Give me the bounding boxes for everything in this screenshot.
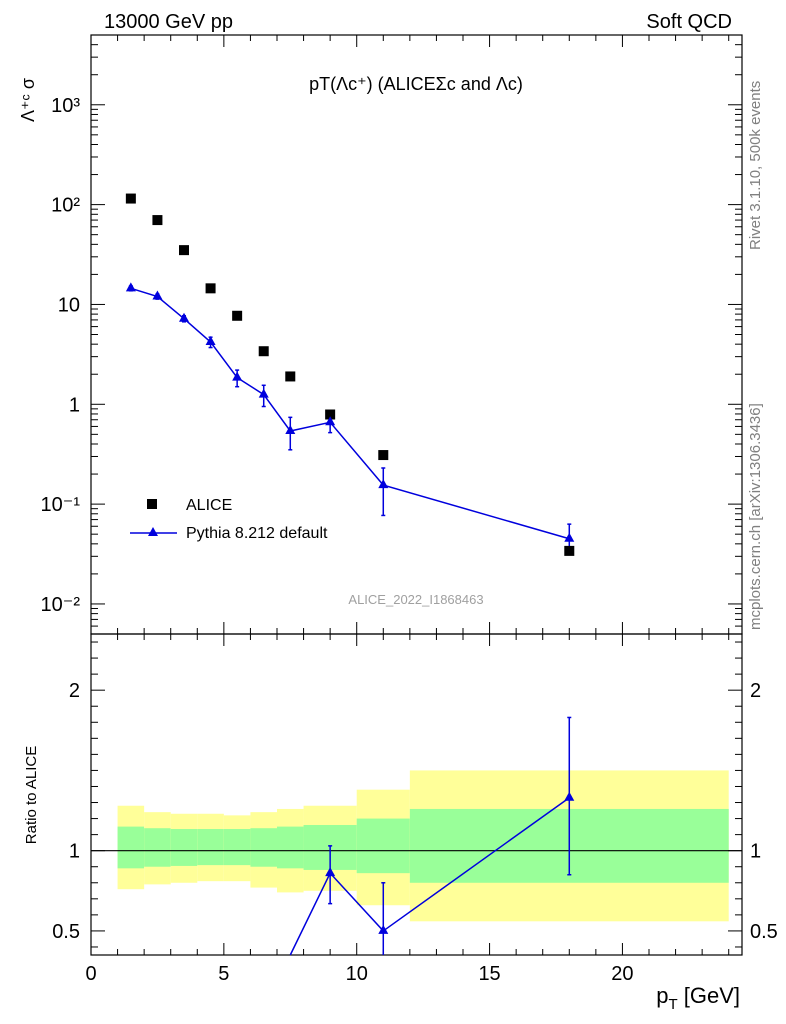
ratio-data-point	[564, 791, 575, 801]
x-tick-label: 5	[218, 963, 229, 985]
y-tick-label: 10³	[51, 95, 80, 117]
ratio-bands	[91, 770, 742, 922]
stat-uncertainty-band	[223, 829, 251, 866]
main-y-axis-label: Λ⁺ᶜ σ	[18, 78, 38, 122]
alice-data-point	[564, 545, 575, 556]
ratio-y-tick-label-right: 1	[750, 841, 761, 863]
alice-data-point	[232, 310, 243, 321]
alice-data-point	[285, 371, 296, 382]
mcplots-label: mcplots.cern.ch [arXiv:1306.3436]	[747, 403, 764, 630]
alice-data-point	[179, 245, 189, 256]
x-tick-label: 15	[478, 963, 500, 985]
header-right: Soft QCD	[646, 11, 732, 33]
alice-data-point	[325, 409, 336, 420]
alice-data-point	[258, 346, 269, 357]
pythia-line	[130, 287, 570, 540]
pythia-data-point	[258, 388, 269, 398]
ratio-data-point	[325, 867, 336, 877]
alice-data-point	[205, 283, 216, 294]
stat-uncertainty-band	[197, 829, 224, 866]
stat-uncertainty-band	[250, 828, 277, 867]
y-tick-label: 10⁻¹	[41, 494, 81, 516]
pythia-data-point	[325, 416, 336, 426]
pythia-data-point	[285, 424, 296, 434]
x-tick-label: 10	[346, 963, 368, 985]
legend-alice-marker	[147, 499, 157, 509]
ratio-y-tick-label: 0.5	[52, 921, 80, 943]
rivet-version-label: Rivet 3.1.10, 500k events	[747, 81, 764, 250]
ratio-y-axis-label: Ratio to ALICE	[23, 746, 40, 844]
chart-title: pT(Λc⁺) (ALICEΣc and Λc)	[309, 74, 523, 94]
y-tick-label: 10⁻²	[41, 594, 81, 616]
alice-data-point	[378, 450, 389, 461]
stat-uncertainty-band	[170, 829, 198, 866]
stat-uncertainty-band	[117, 826, 145, 869]
pythia-data-point	[232, 371, 243, 381]
alice-data-point	[125, 193, 136, 204]
legend: ALICE Pythia 8.212 default	[130, 497, 328, 542]
ratio-y-tick-label-right: 0.5	[750, 921, 778, 943]
x-axis-label: pT [GeV]	[656, 983, 740, 1013]
pythia-data-point	[205, 336, 216, 346]
main-panel-frame	[90, 34, 743, 635]
ratio-line	[289, 797, 570, 956]
main-data-layer	[125, 193, 575, 556]
x-tick-label: 20	[611, 963, 633, 985]
header-left: 13000 GeV pp	[104, 11, 233, 33]
axis-ticks	[90, 34, 742, 955]
stat-uncertainty-band	[144, 828, 171, 867]
legend-pythia-label: Pythia 8.212 default	[186, 525, 328, 542]
pythia-data-point	[564, 532, 575, 542]
stat-uncertainty-band	[277, 826, 304, 869]
ratio-data-layer	[289, 716, 575, 956]
pythia-data-point	[152, 290, 163, 300]
ratio-data-point	[378, 924, 389, 934]
tick-labels: 0 5 10 15 20 10⁻² 10⁻¹ 1 10 10² 10³ 0.5 0.5 1 1 2 2	[41, 95, 778, 985]
y-tick-label: 10	[58, 294, 80, 316]
pythia-data-point	[125, 282, 136, 292]
legend-alice-label: ALICE	[186, 497, 232, 514]
stat-uncertainty-band	[356, 818, 410, 874]
ratio-panel-frame	[90, 633, 743, 956]
ratio-y-tick-label: 1	[69, 841, 80, 863]
ratio-y-tick-label-right: 2	[750, 680, 761, 702]
ratio-y-tick-label: 2	[69, 680, 80, 702]
legend-pythia-marker	[148, 527, 158, 536]
analysis-id-label: ALICE_2022_I1868463	[348, 592, 483, 607]
pythia-data-point	[179, 312, 189, 322]
y-tick-label: 10²	[51, 195, 80, 217]
y-tick-label: 1	[69, 394, 80, 416]
alice-data-point	[152, 215, 163, 226]
pythia-data-point	[378, 479, 389, 489]
x-tick-label: 0	[85, 963, 96, 985]
